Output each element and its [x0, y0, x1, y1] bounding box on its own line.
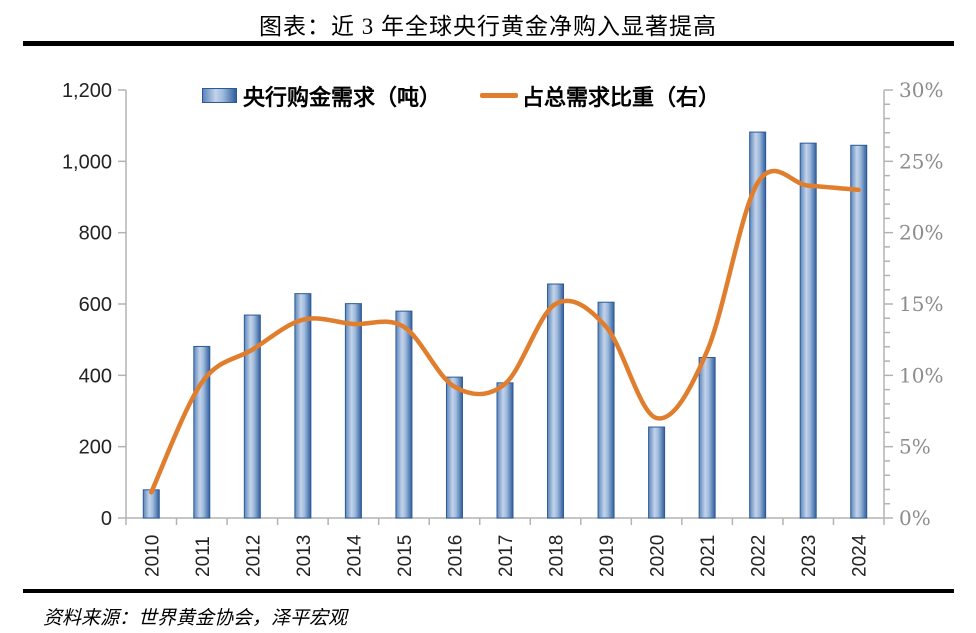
- bar-2023: [799, 142, 817, 519]
- x-axis-year-label: 2023: [799, 535, 820, 577]
- line-series-label: 占总需求比重（右）: [522, 85, 721, 110]
- left-axis-tick-label: 400: [79, 365, 112, 387]
- bar-series-swatch: [202, 88, 237, 103]
- bar-2015: [395, 310, 413, 519]
- line-series-swatch: [480, 93, 518, 98]
- bar-2011: [193, 345, 211, 519]
- x-axis-year-label: 2014: [344, 534, 365, 577]
- right-axis-tick-label: 0%: [899, 506, 931, 530]
- source-note: 资料来源：世界黄金协会，泽平宏观: [43, 608, 348, 629]
- bar-series-label: 央行购金需求（吨）: [243, 85, 442, 110]
- bar-2021: [698, 357, 716, 519]
- bar-2017: [496, 382, 514, 519]
- bar-2014: [344, 303, 362, 519]
- left-axis-tick-label: 0: [101, 508, 112, 530]
- x-axis-year-label: 2020: [648, 535, 669, 577]
- left-axis-tick-label: 1,200: [62, 80, 112, 102]
- bar-2022: [749, 131, 767, 519]
- right-axis-tick-label: 10%: [899, 363, 943, 387]
- right-axis-tick-label: 15%: [899, 292, 943, 316]
- bar-2013: [294, 293, 312, 519]
- x-axis-year-label: 2024: [850, 534, 871, 577]
- right-axis-tick-label: 30%: [899, 78, 943, 102]
- left-axis-tick-label: 200: [79, 437, 112, 459]
- x-axis-year-label: 2010: [142, 535, 163, 577]
- x-axis-year-label: 2022: [749, 535, 770, 577]
- bar-2012: [243, 314, 261, 519]
- top-divider-rule: [23, 41, 954, 46]
- x-axis-year-label: 2013: [294, 535, 315, 577]
- bottom-divider-rule: [23, 589, 954, 593]
- x-axis-year-label: 2021: [698, 535, 719, 577]
- right-axis-tick-label: 20%: [899, 221, 943, 245]
- bar-2016: [445, 376, 463, 519]
- chart-title: 图表：近 3 年全球央行黄金净购入显著提高: [259, 14, 717, 39]
- bar-2020: [648, 426, 666, 519]
- x-axis-year-label: 2012: [243, 535, 264, 577]
- share-of-demand-line: [149, 168, 861, 495]
- x-axis-year-label: 2015: [395, 535, 416, 577]
- bar-2024: [850, 144, 868, 519]
- left-axis-tick-label: 800: [79, 223, 112, 245]
- right-axis-tick-label: 5%: [899, 435, 931, 459]
- bar-2019: [597, 301, 615, 519]
- bar-2018: [547, 283, 565, 519]
- right-axis-tick-label: 25%: [899, 149, 943, 173]
- x-axis-year-label: 2018: [547, 535, 568, 577]
- x-axis-year-label: 2011: [193, 536, 214, 577]
- x-axis-year-label: 2019: [597, 535, 618, 577]
- x-axis-year-label: 2017: [496, 535, 517, 577]
- left-axis-tick-label: 600: [79, 294, 112, 316]
- left-axis-tick-label: 1,000: [62, 151, 112, 173]
- x-axis-year-label: 2016: [445, 535, 466, 577]
